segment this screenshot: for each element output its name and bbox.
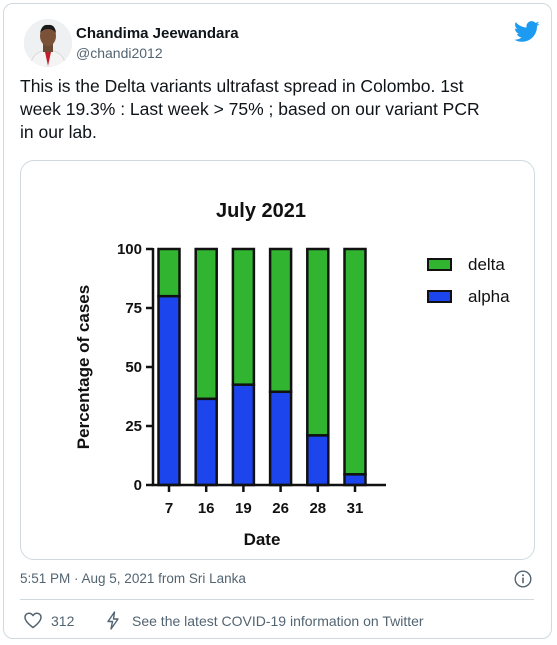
x-tick-label: 28 xyxy=(309,500,326,517)
x-tick-label: 16 xyxy=(198,500,215,517)
y-axis-label: Percentage of cases xyxy=(74,285,93,449)
x-tick-label: 19 xyxy=(235,500,252,517)
bar-segment-alpha xyxy=(306,434,330,487)
user-name[interactable]: Chandima Jeewandara xyxy=(76,25,239,42)
bar-segment-delta xyxy=(306,247,330,437)
covid-info-link[interactable]: See the latest COVID-19 information on T… xyxy=(132,613,424,629)
bar-segment-alpha xyxy=(194,397,218,487)
bar-segment-delta xyxy=(268,247,293,394)
bar-segment-alpha xyxy=(231,383,256,487)
y-tick-label: 75 xyxy=(125,300,142,317)
x-axis-label: Date xyxy=(244,530,281,549)
y-tick-label: 50 xyxy=(125,359,142,376)
bar-segment-alpha xyxy=(268,390,293,487)
info-icon[interactable] xyxy=(514,570,532,588)
y-tick-label: 25 xyxy=(125,418,142,435)
tweet-timestamp[interactable]: 5:51 PM · Aug 5, 2021 from Sri Lanka xyxy=(20,571,246,586)
stacked-bar-chart: July 2021 Percentage of cases 0 25 50 75 100 7 1… xyxy=(74,200,510,549)
chart-title: July 2021 xyxy=(216,200,306,222)
legend-swatch-delta xyxy=(427,258,452,271)
bar-segment-delta xyxy=(231,247,256,386)
heart-icon[interactable] xyxy=(24,612,42,629)
lightning-bolt-icon[interactable] xyxy=(106,611,120,630)
y-tick-label: 0 xyxy=(134,477,142,494)
tweet-text-line: week 19.3% : Last week > 75% ; based on … xyxy=(20,99,480,119)
bar-segment-alpha xyxy=(343,473,367,487)
tweet-text-line: in our lab. xyxy=(20,122,97,142)
legend-swatch-alpha xyxy=(427,290,452,303)
bar-segment-delta xyxy=(343,247,367,476)
like-count[interactable]: 312 xyxy=(51,613,75,629)
x-tick-label: 7 xyxy=(165,500,173,517)
bar-segment-alpha xyxy=(157,294,181,487)
legend-label-alpha: alpha xyxy=(468,287,510,306)
x-tick-label: 26 xyxy=(272,500,289,517)
divider xyxy=(20,599,534,600)
bar-segment-delta xyxy=(157,247,181,298)
tweet-text: This is the Delta variants ultrafast spr… xyxy=(20,75,535,144)
y-tick-label: 100 xyxy=(117,241,142,258)
legend-label-delta: delta xyxy=(468,255,505,274)
tweet-text-line: This is the Delta variants ultrafast spr… xyxy=(20,76,464,96)
avatar[interactable] xyxy=(24,19,72,67)
avatar-image xyxy=(24,19,72,67)
x-tick-label: 31 xyxy=(347,500,364,517)
bar-segment-delta xyxy=(194,247,218,401)
user-handle[interactable]: @chandi2012 xyxy=(76,45,163,61)
tweet-media-chart[interactable]: July 2021 Percentage of cases 0 25 50 75 100 7 1… xyxy=(20,160,535,560)
twitter-bird-icon[interactable] xyxy=(514,21,540,43)
